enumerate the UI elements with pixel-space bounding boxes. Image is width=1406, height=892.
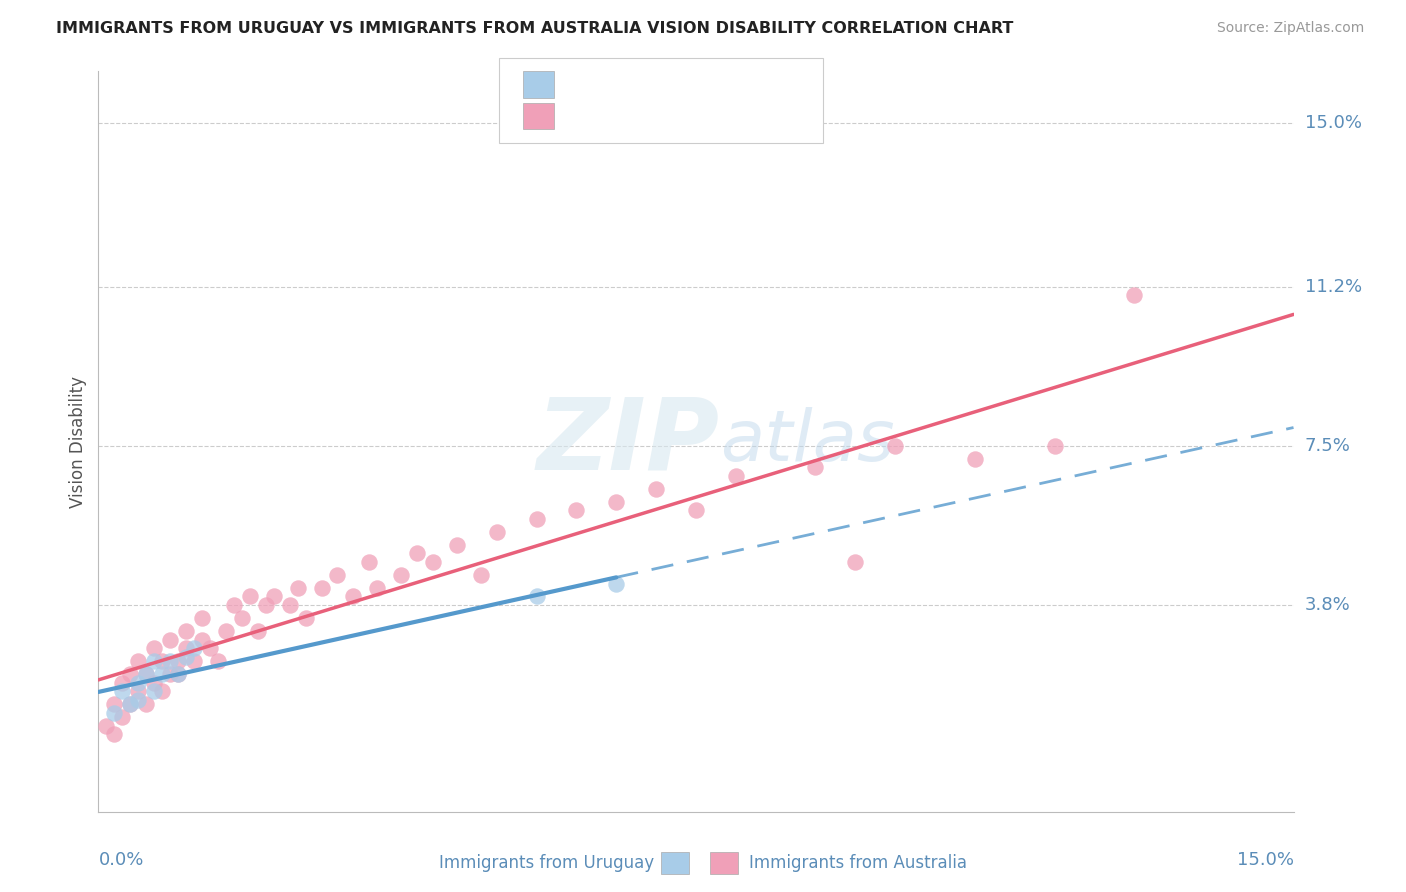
Point [167,667,190,681]
Point [366,581,388,595]
Point [174,641,197,656]
Point [143,684,166,698]
Point [103,697,125,711]
Point [183,641,205,656]
Point [111,675,134,690]
Point [150,684,173,698]
Text: 7.5%: 7.5% [1305,437,1351,455]
Point [359,555,381,569]
Point [470,568,492,582]
Point [183,654,205,668]
Point [96,718,118,732]
Text: Immigrants from Australia: Immigrants from Australia [749,854,967,871]
Point [159,632,181,647]
Point [565,503,588,517]
Text: 11.2%: 11.2% [1305,277,1362,295]
Point [215,624,238,638]
Point [485,524,508,539]
Point [191,611,214,625]
Point [198,641,221,656]
Text: 3.8%: 3.8% [1305,596,1350,614]
Point [685,503,707,517]
Point [135,667,157,681]
Point [191,632,214,647]
Point [167,654,190,668]
Text: R = 0.639    N = 59: R = 0.639 N = 59 [568,107,744,125]
Point [342,590,364,604]
Point [143,654,166,668]
Text: IMMIGRANTS FROM URUGUAY VS IMMIGRANTS FROM AUSTRALIA VISION DISABILITY CORRELATI: IMMIGRANTS FROM URUGUAY VS IMMIGRANTS FR… [56,21,1014,36]
Point [143,675,166,690]
Point [645,482,668,496]
Point [1123,288,1146,302]
Point [150,654,173,668]
Point [174,649,197,664]
Point [143,641,166,656]
Point [231,611,253,625]
Point [844,555,866,569]
Point [326,568,349,582]
Y-axis label: Vision Disability: Vision Disability [69,376,87,508]
Point [111,710,134,724]
Point [120,697,142,711]
Text: ZIP: ZIP [537,393,720,490]
Text: 15.0%: 15.0% [1305,114,1361,132]
Point [167,667,190,681]
Point [150,667,173,681]
Text: 15.0%: 15.0% [1236,851,1294,869]
Point [724,469,747,483]
Text: R = 0.586    N = 15: R = 0.586 N = 15 [568,76,744,94]
Point [246,624,269,638]
Text: Source: ZipAtlas.com: Source: ZipAtlas.com [1216,21,1364,35]
Text: atlas: atlas [720,407,894,476]
Point [311,581,333,595]
Point [446,538,468,552]
Point [605,576,627,591]
Point [963,451,986,466]
Text: Immigrants from Uruguay: Immigrants from Uruguay [439,854,654,871]
Point [120,667,142,681]
Point [159,667,181,681]
Point [389,568,412,582]
Point [804,460,827,475]
Point [159,654,181,668]
Point [135,667,157,681]
Point [222,598,245,612]
Point [422,555,444,569]
Point [103,727,125,741]
Point [120,697,142,711]
Point [239,590,262,604]
Point [605,495,627,509]
Point [127,684,149,698]
Point [526,512,548,526]
Point [884,439,907,453]
Point [278,598,301,612]
Point [127,693,149,707]
Point [207,654,229,668]
Point [294,611,316,625]
Point [111,684,134,698]
Point [174,624,197,638]
Point [1043,439,1066,453]
Point [263,590,285,604]
Point [127,675,149,690]
Text: 0.0%: 0.0% [98,851,143,869]
Point [406,546,429,560]
Point [254,598,277,612]
Point [135,697,157,711]
Point [127,654,149,668]
Point [103,706,125,720]
Point [287,581,309,595]
Point [526,590,548,604]
